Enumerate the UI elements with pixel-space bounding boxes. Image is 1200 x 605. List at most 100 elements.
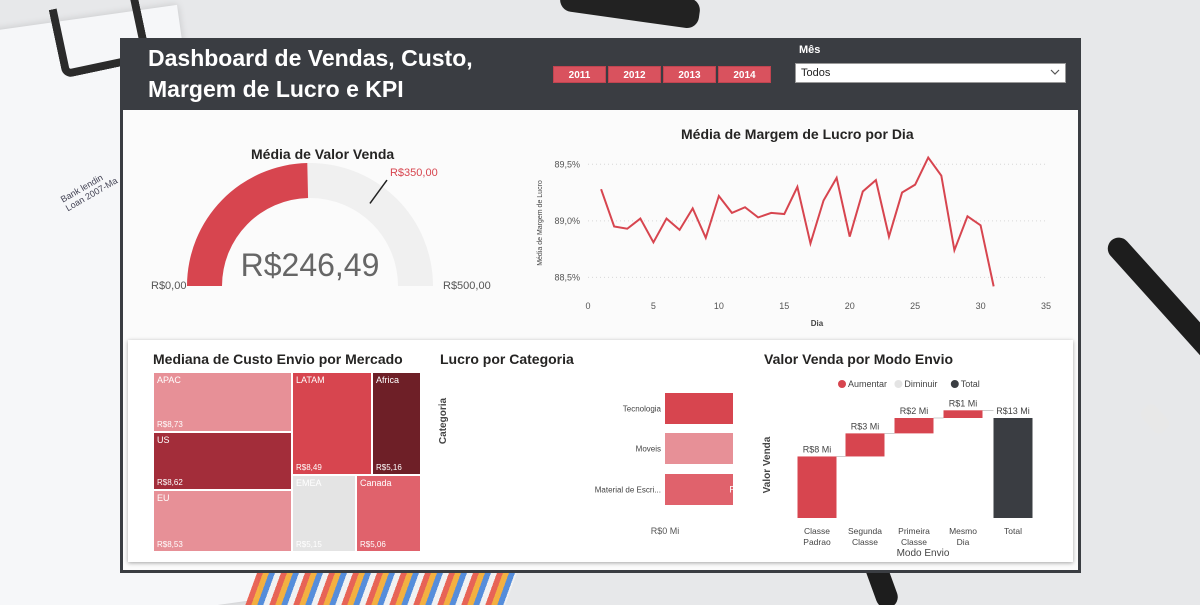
- treemap-cell-value: R$5,16: [376, 463, 402, 472]
- treemap-cell-name: APAC: [157, 375, 181, 385]
- month-filter-select[interactable]: Todos: [795, 63, 1066, 83]
- waterfall-category-label: Padrao: [803, 537, 831, 547]
- legend-marker: [894, 380, 903, 388]
- bottom-visuals-card: Mediana de Custo Envio por Mercado APAC R…: [128, 340, 1073, 562]
- waterfall-category-label: Classe: [804, 526, 830, 536]
- title-line-1: Dashboard de Vendas, Custo,: [148, 45, 473, 71]
- waterfall-category-label: Classe: [852, 537, 878, 547]
- gauge-min-label: R$0,00: [151, 280, 186, 292]
- gauge-target-label: R$350,00: [390, 167, 438, 179]
- treemap-cell-value: R$8,53: [157, 540, 183, 549]
- dashboard-header: Dashboard de Vendas, Custo, Margem de Lu…: [123, 38, 1078, 110]
- legend-label: Total: [961, 379, 980, 389]
- y-axis-label: Média de Margem de Lucro: [537, 180, 544, 266]
- chevron-down-icon: [1050, 69, 1060, 75]
- background-bar-printout: [242, 572, 518, 605]
- x-tick-label: 30: [976, 301, 986, 311]
- x-tick-label: 15: [779, 301, 789, 311]
- treemap-cell-emea[interactable]: EMEA R$5,15: [292, 475, 356, 552]
- waterfall-bar: [993, 418, 1033, 518]
- month-filter-value: Todos: [801, 67, 831, 79]
- treemap-cell-name: EMEA: [296, 478, 322, 488]
- bar-chart[interactable]: TecnologiaR$4.238 MilMoveisR$3.671 MilMa…: [433, 370, 733, 558]
- year-button-2013[interactable]: 2013: [663, 66, 716, 83]
- x-tick-label: 0: [585, 301, 590, 311]
- waterfall-category-label: Total: [1004, 526, 1022, 536]
- bar-category-label: Material de Escri...: [595, 486, 661, 495]
- treemap-cell-name: Africa: [376, 375, 400, 385]
- bar: [665, 433, 733, 464]
- treemap-cell-apac[interactable]: APAC R$8,73: [153, 372, 292, 432]
- y-tick-label: 89,5%: [554, 159, 580, 169]
- x-tick-label: 20: [845, 301, 855, 311]
- treemap-cell-value: R$5,06: [360, 540, 386, 549]
- dashboard: Dashboard de Vendas, Custo, Margem de Lu…: [120, 38, 1081, 573]
- gauge-chart[interactable]: R$246,49 R$350,00 R$0,00 R$500,00: [143, 156, 503, 306]
- y-axis-label: Valor Venda: [762, 436, 773, 493]
- treemap-cell-name: Canada: [360, 478, 392, 488]
- legend-label: Aumentar: [848, 379, 887, 389]
- waterfall-category-label: Mesmo: [949, 526, 977, 536]
- treemap-cell-name: US: [157, 435, 170, 445]
- gauge-max-label: R$500,00: [443, 280, 491, 292]
- waterfall-data-label: R$2 Mi: [900, 406, 929, 416]
- waterfall-data-label: R$1 Mi: [949, 398, 978, 408]
- legend-marker: [950, 380, 959, 388]
- title-line-2: Margem de Lucro e KPI: [148, 76, 404, 102]
- x-axis-label: Dia: [811, 319, 824, 328]
- waterfall-title: Valor Venda por Modo Envio: [764, 351, 954, 367]
- background-pen: [1103, 233, 1200, 389]
- treemap-cell-africa[interactable]: Africa R$5,16: [372, 372, 421, 475]
- x-tick-label: 10: [714, 301, 724, 311]
- x-tick-label: 35: [1041, 301, 1051, 311]
- x-tick-label: R$0 Mi: [651, 526, 680, 536]
- waterfall-category-label: Classe: [901, 537, 927, 547]
- treemap-cell-canada[interactable]: Canada R$5,06: [356, 475, 421, 552]
- gauge-value-label: R$246,49: [241, 247, 380, 283]
- y-tick-label: 88,5%: [554, 272, 580, 282]
- x-tick-label: 5: [651, 301, 656, 311]
- bar-data-label: R$3.382 Mil: [729, 485, 733, 495]
- waterfall-data-label: R$13 Mi: [996, 406, 1030, 416]
- treemap-cell-name: EU: [157, 493, 170, 503]
- bar: [665, 393, 733, 424]
- line-chart[interactable]: 89,5% 89,0% 88,5% 0 5 10 15 20 25 30 35 Dia Média de…: [528, 148, 1073, 328]
- year-button-2012[interactable]: 2012: [608, 66, 661, 83]
- report-canvas: Média de Valor Venda R$246,49 R$350,00 R…: [123, 110, 1078, 570]
- year-slicer: 2011 2012 2013 2014: [553, 66, 771, 83]
- bar: [665, 474, 733, 505]
- bar-category-label: Tecnologia: [623, 405, 662, 414]
- y-axis-label: Categoria: [438, 398, 449, 445]
- treemap-title: Mediana de Custo Envio por Mercado: [153, 351, 403, 367]
- background-pen-tip: [1138, 401, 1172, 437]
- legend-marker: [838, 380, 846, 388]
- bar-category-label: Moveis: [636, 445, 661, 454]
- year-button-2011[interactable]: 2011: [553, 66, 606, 83]
- waterfall-category-label: Primeira: [898, 526, 930, 536]
- waterfall-bar: [845, 433, 885, 457]
- gauge-target-marker: [369, 179, 388, 204]
- treemap-cell-latam[interactable]: LATAM R$8,49: [292, 372, 372, 475]
- treemap-cell-value: R$5,15: [296, 540, 322, 549]
- line-series: [600, 155, 995, 287]
- month-filter-label: Mês: [799, 44, 821, 56]
- year-button-2014[interactable]: 2014: [718, 66, 771, 83]
- treemap-cell-value: R$8,73: [157, 420, 183, 429]
- legend-label: Diminuir: [904, 379, 937, 389]
- background-magnifier: [558, 0, 702, 30]
- treemap-cell-value: R$8,62: [157, 478, 183, 487]
- gauge-fill: [187, 163, 309, 286]
- waterfall-category-label: Dia: [957, 537, 970, 547]
- bar-chart-title: Lucro por Categoria: [440, 351, 574, 367]
- y-tick-label: 89,0%: [554, 216, 580, 226]
- waterfall-bar: [943, 410, 983, 418]
- treemap-cell-name: LATAM: [296, 375, 325, 385]
- treemap-chart[interactable]: APAC R$8,73 US R$8,62 EU R$8,53 LATAM R$8,49 Afr…: [153, 372, 421, 552]
- treemap-cell-us[interactable]: US R$8,62: [153, 432, 292, 490]
- x-tick-label: 25: [910, 301, 920, 311]
- treemap-cell-eu[interactable]: EU R$8,53: [153, 490, 292, 552]
- treemap-cell-value: R$8,49: [296, 463, 322, 472]
- gauge-title: Média de Valor Venda: [251, 146, 395, 162]
- waterfall-category-label: Segunda: [848, 526, 882, 536]
